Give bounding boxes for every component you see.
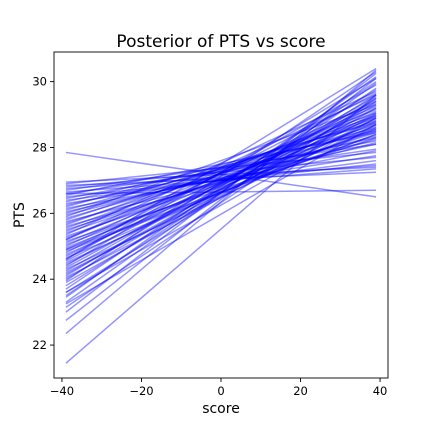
posterior-line: [65, 99, 377, 269]
posterior-line: [65, 71, 377, 282]
posterior-line: [65, 133, 377, 251]
posterior-line: [65, 112, 377, 266]
chart-title: Posterior of PTS vs score: [116, 32, 325, 52]
posterior-line: [65, 117, 377, 279]
posterior-line: [65, 94, 377, 241]
posterior-lines: [65, 67, 377, 364]
posterior-line: [65, 92, 377, 254]
posterior-line: [65, 125, 377, 234]
posterior-line: [65, 131, 377, 231]
posterior-line: [65, 136, 377, 206]
posterior-line: [65, 118, 377, 239]
posterior-line: [65, 189, 377, 195]
posterior-line: [65, 115, 377, 221]
posterior-line: [65, 81, 377, 290]
posterior-line: [65, 117, 377, 229]
x-tick-label: 40: [373, 384, 388, 398]
posterior-line: [65, 122, 377, 249]
posterior-line: [65, 112, 377, 226]
posterior-line: [65, 154, 377, 205]
posterior-line: [65, 107, 377, 257]
y-tick-label: 26: [32, 206, 47, 220]
x-tick-label: −40: [50, 384, 74, 398]
x-tick-label: 0: [217, 384, 224, 398]
posterior-line: [65, 113, 377, 244]
posterior-line: [65, 127, 377, 211]
posterior-line: [65, 123, 377, 305]
posterior-line: [65, 135, 377, 216]
posterior-line: [65, 72, 377, 313]
posterior-line: [65, 110, 377, 251]
posterior-line: [65, 97, 377, 308]
posterior-line: [65, 77, 377, 321]
posterior-line: [65, 123, 377, 271]
posterior-line: [65, 141, 377, 223]
x-axis: −40 −20 0 20 40: [50, 378, 388, 398]
posterior-line: [65, 120, 377, 264]
y-tick-label: 24: [32, 272, 47, 286]
posterior-line: [65, 104, 377, 275]
posterior-line: [65, 123, 377, 224]
posterior-line: [65, 84, 377, 261]
posterior-line: [65, 76, 377, 298]
posterior-line: [65, 148, 377, 195]
x-tick-label: −20: [129, 384, 153, 398]
posterior-line: [65, 159, 377, 201]
posterior-line: [65, 120, 377, 215]
posterior-line: [65, 113, 377, 274]
posterior-line: [65, 117, 377, 294]
posterior-line: [65, 143, 377, 192]
posterior-line: [65, 95, 377, 272]
posterior-line: [65, 151, 377, 185]
y-tick-label: 22: [32, 338, 47, 352]
posterior-line: [65, 133, 377, 252]
posterior-line: [65, 130, 377, 203]
posterior-line: [65, 115, 377, 256]
posterior-line: [65, 77, 377, 267]
posterior-line: [65, 107, 377, 284]
posterior-line: [65, 128, 377, 246]
posterior-line: [65, 90, 377, 236]
posterior-line: [65, 127, 377, 259]
y-axis: 22 24 26 28 30: [32, 75, 54, 352]
posterior-line: [65, 140, 377, 200]
posterior-line: [65, 100, 377, 294]
x-axis-label: score: [202, 401, 240, 417]
posterior-line: [65, 97, 377, 280]
posterior-line: [65, 136, 377, 243]
posterior-line: [65, 164, 377, 190]
posterior-line: [65, 156, 377, 188]
posterior-line: [65, 103, 377, 218]
posterior-line: [65, 67, 377, 261]
posterior-line: [65, 94, 377, 287]
posterior-line: [65, 166, 377, 183]
posterior-line: [65, 143, 377, 213]
y-axis-label: PTS: [12, 202, 28, 228]
posterior-line: [65, 171, 377, 187]
posterior-line: [65, 89, 377, 277]
posterior-line: [65, 122, 377, 208]
posterior-line: [65, 128, 377, 220]
posterior-line: [65, 102, 377, 262]
posterior-line: [65, 87, 377, 297]
posterior-line: [65, 150, 377, 210]
posterior-line: [65, 94, 377, 364]
posterior-line: [65, 168, 377, 193]
y-tick-label: 28: [32, 140, 47, 154]
posterior-line: [65, 69, 377, 335]
posterior-line: [65, 108, 377, 233]
posterior-line: [65, 163, 377, 198]
y-tick-label: 30: [32, 75, 47, 89]
posterior-line: [65, 100, 377, 247]
posterior-line: [65, 130, 377, 238]
posterior-line: [65, 82, 377, 303]
posterior-line: [65, 138, 377, 228]
x-tick-label: 20: [293, 384, 308, 398]
posterior-line: [65, 105, 377, 241]
posterior-line: [65, 151, 377, 198]
posterior-line: [65, 131, 377, 196]
